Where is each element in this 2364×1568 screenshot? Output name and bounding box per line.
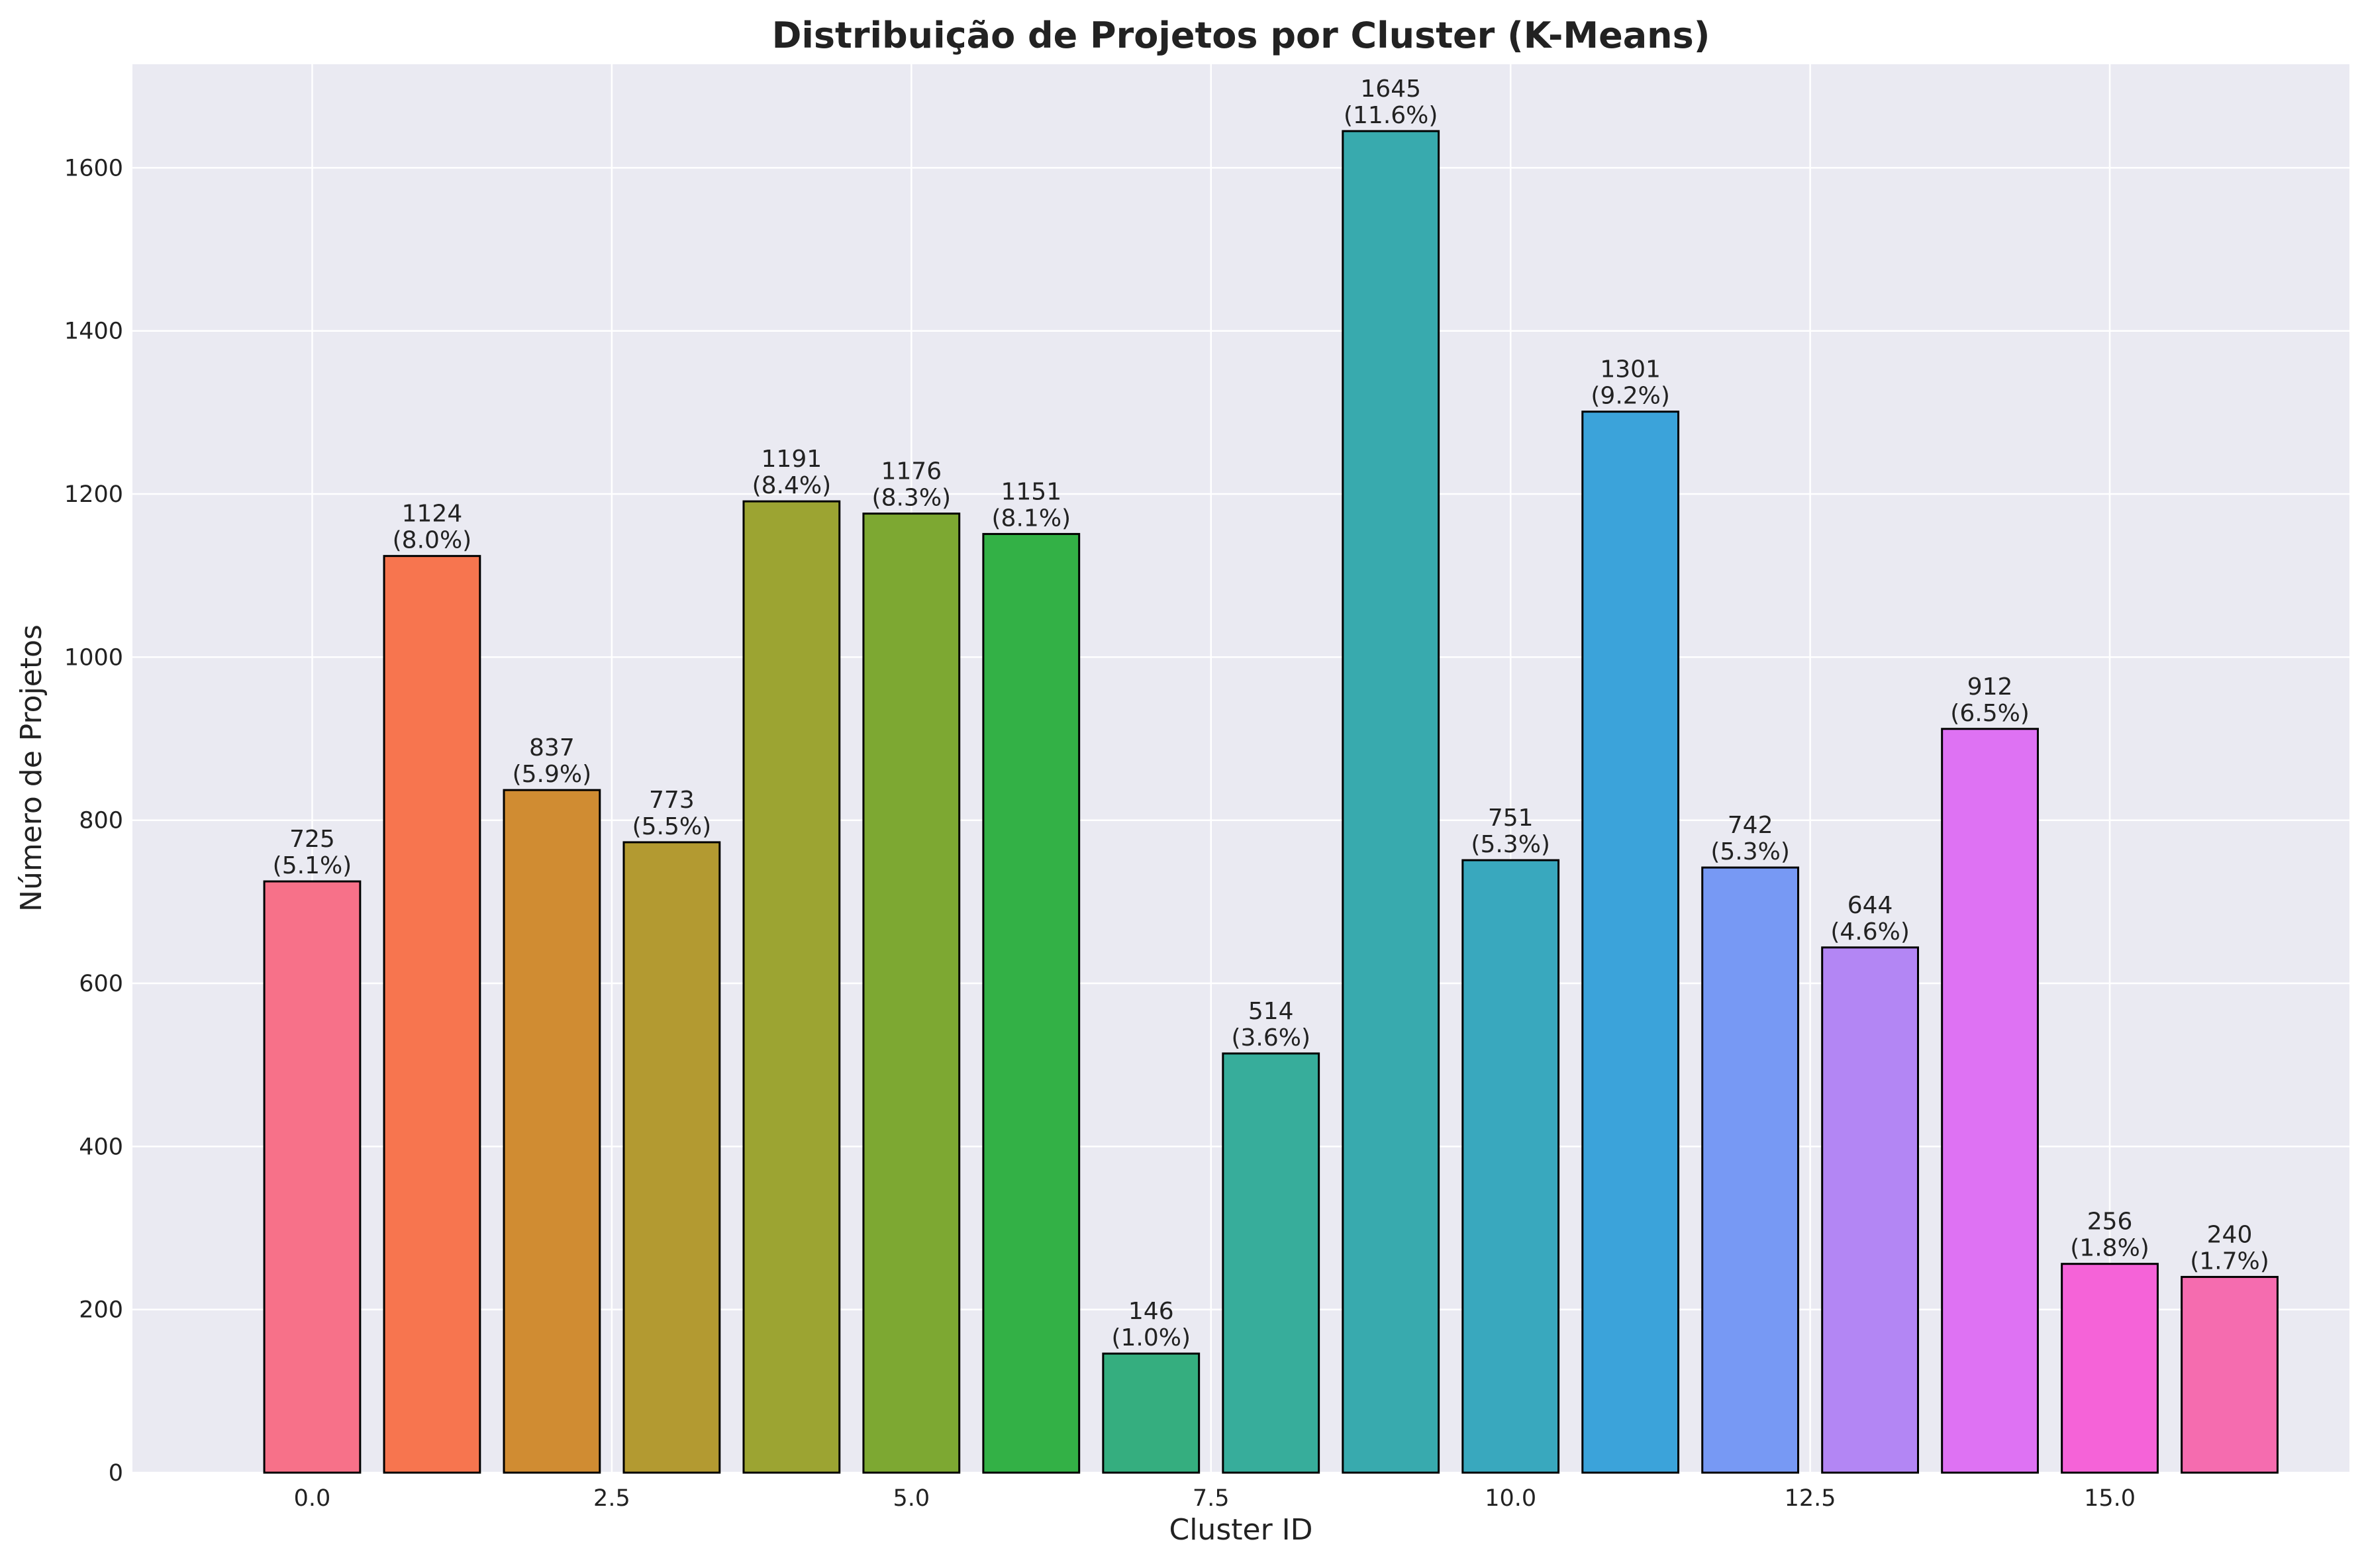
x-axis-label: Cluster ID xyxy=(1169,1513,1312,1547)
bar-cluster-14 xyxy=(1941,728,2039,1474)
bar-value-label: 1301 xyxy=(1600,356,1661,383)
bar-percent-label: (1.8%) xyxy=(2070,1235,2149,1262)
x-tick-label: 5.0 xyxy=(893,1485,930,1512)
y-tick-labels: 0 200 400 600 800 1000 1200 1400 1600 xyxy=(64,155,123,1487)
bar-cluster-10 xyxy=(1461,859,1560,1474)
bar-percent-label: (8.1%) xyxy=(992,505,1071,532)
y-axis-label: Número de Projetos xyxy=(15,624,48,912)
bar-cluster-0 xyxy=(263,880,362,1474)
bar-value-label: 1191 xyxy=(762,446,822,473)
y-tick-label: 400 xyxy=(79,1134,123,1160)
bar-percent-label: (1.0%) xyxy=(1111,1324,1191,1351)
bar-cluster-8 xyxy=(1222,1052,1320,1474)
bar-value-label: 751 xyxy=(1488,805,1534,832)
bar-cluster-16 xyxy=(2181,1275,2279,1474)
y-tick-label: 1000 xyxy=(64,644,123,671)
bar-cluster-1 xyxy=(383,555,481,1474)
bar-percent-label: (11.6%) xyxy=(1344,102,1438,129)
bar-value-label: 514 xyxy=(1248,998,1294,1025)
y-tick-label: 600 xyxy=(79,971,123,997)
bar-cluster-3 xyxy=(622,841,721,1474)
bar-cluster-4 xyxy=(742,500,841,1474)
bar-value-label: 146 xyxy=(1128,1298,1174,1325)
y-tick-label: 800 xyxy=(79,808,123,834)
bar-value-label: 240 xyxy=(2207,1221,2253,1248)
bar-value-label: 742 xyxy=(1728,812,1773,839)
bar-percent-label: (5.9%) xyxy=(513,761,592,788)
x-tick-label: 7.5 xyxy=(1193,1485,1230,1512)
bar-percent-label: (1.7%) xyxy=(2190,1248,2269,1275)
bar-cluster-13 xyxy=(1821,946,1919,1474)
bar-value-label: 1176 xyxy=(881,458,942,485)
bar-cluster-6 xyxy=(982,532,1081,1474)
y-tick-label: 0 xyxy=(109,1460,123,1487)
bar-percent-label: (8.4%) xyxy=(752,472,832,499)
x-tick-label: 15.0 xyxy=(2084,1485,2136,1512)
bar-percent-label: (6.5%) xyxy=(1950,700,2030,727)
bar-percent-label: (8.3%) xyxy=(872,485,952,512)
bar-value-label: 1151 xyxy=(1001,478,1061,505)
bar-cluster-5 xyxy=(862,513,961,1474)
bar-cluster-9 xyxy=(1342,130,1440,1474)
bar-value-label: 644 xyxy=(1847,892,1893,919)
bar-cluster-11 xyxy=(1581,411,1680,1474)
x-tick-label: 0.0 xyxy=(294,1485,331,1512)
y-tick-label: 1400 xyxy=(64,318,123,345)
y-tick-label: 200 xyxy=(79,1297,123,1324)
bar-cluster-12 xyxy=(1701,866,1800,1474)
bar-percent-label: (5.3%) xyxy=(1471,831,1550,858)
y-tick-label: 1600 xyxy=(64,155,123,181)
chart-title: Distribuição de Projetos por Cluster (K-… xyxy=(772,15,1710,56)
bar-percent-label: (4.6%) xyxy=(1830,918,1910,946)
x-tick-label: 2.5 xyxy=(593,1485,630,1512)
bars xyxy=(263,130,2279,1474)
bar-cluster-7 xyxy=(1102,1352,1201,1474)
bar-value-label: 912 xyxy=(1967,673,2013,701)
bar-value-label: 1124 xyxy=(402,501,463,528)
bar-value-label: 837 xyxy=(529,734,575,761)
value-labels: 725(5.1%) 1124(8.0%) 837(5.9%) 773(5.5%) 119… xyxy=(273,75,2269,1351)
x-tick-labels: 0.0 2.5 5.0 7.5 10.0 12.5 15.0 xyxy=(294,1485,2136,1512)
x-tick-label: 12.5 xyxy=(1785,1485,1836,1512)
bar-percent-label: (5.5%) xyxy=(632,813,712,840)
bar-value-label: 256 xyxy=(2087,1208,2133,1236)
bar-percent-label: (3.6%) xyxy=(1231,1024,1310,1052)
x-tick-label: 10.0 xyxy=(1485,1485,1536,1512)
bar-value-label: 773 xyxy=(649,787,695,814)
y-tick-label: 1200 xyxy=(64,481,123,508)
bar-value-label: 1645 xyxy=(1360,75,1421,103)
bar-percent-label: (5.3%) xyxy=(1710,838,1790,865)
bar-value-label: 725 xyxy=(289,826,335,853)
bar-cluster-15 xyxy=(2061,1263,2159,1474)
bar-percent-label: (5.1%) xyxy=(273,852,352,879)
bar-percent-label: (8.0%) xyxy=(393,527,472,554)
bar-cluster-2 xyxy=(503,789,601,1474)
bar-percent-label: (9.2%) xyxy=(1591,383,1670,410)
